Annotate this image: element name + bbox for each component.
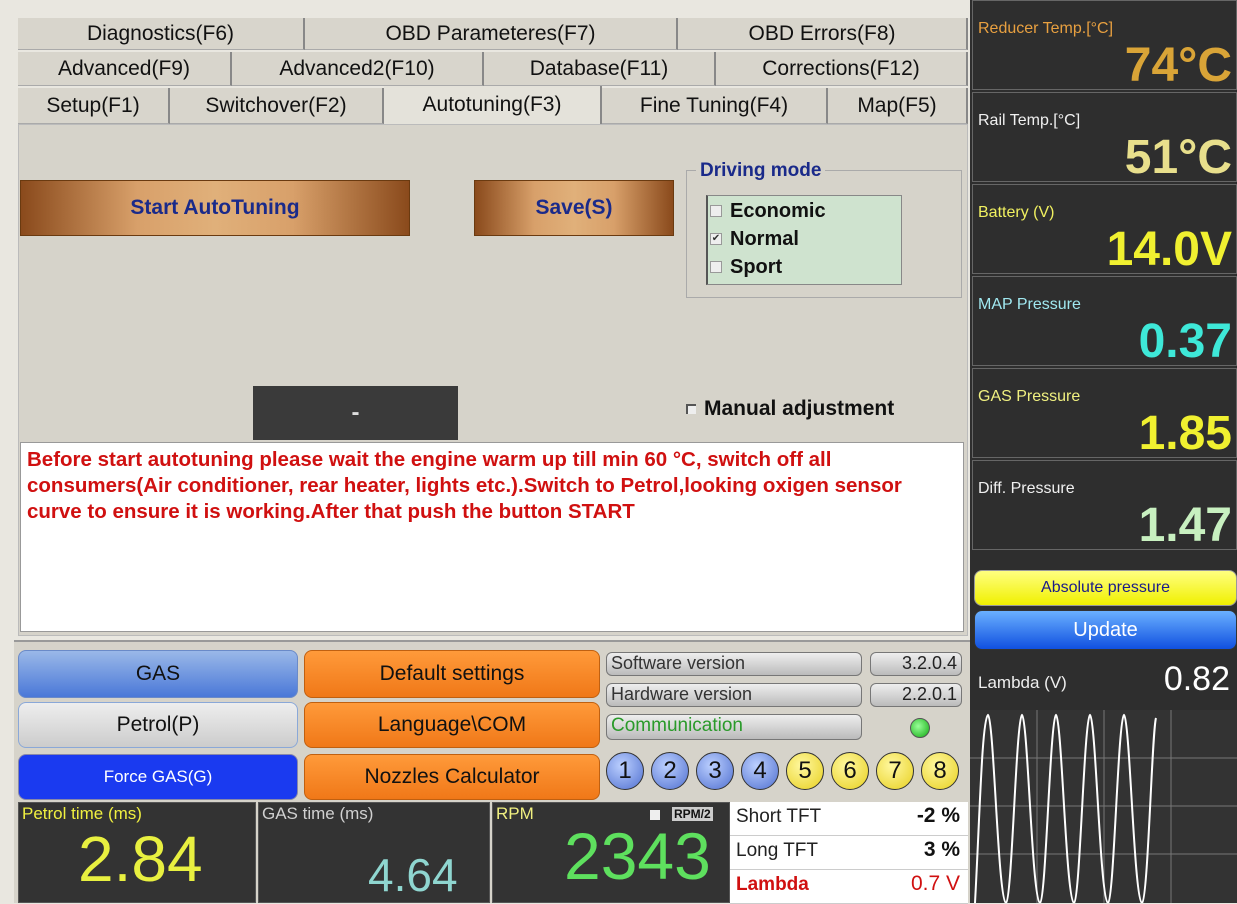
side-gauge-value: 51°C	[1124, 131, 1232, 184]
trim-value: 3 %	[923, 838, 960, 861]
tab[interactable]: OBD Parameteres(F7)	[305, 18, 678, 50]
side-gauge-value: 1.47	[1138, 499, 1232, 552]
side-gauge-value: 1.85	[1138, 407, 1232, 460]
orange-button[interactable]: Language\COM	[304, 702, 600, 748]
side-gauge-label: Battery (V)	[978, 204, 1055, 221]
tab[interactable]: Database(F11)	[484, 52, 716, 86]
lambda-label: Lambda (V)	[978, 673, 1067, 692]
gas-button[interactable]: GAS	[18, 650, 298, 698]
gauge-value: 2.84	[78, 823, 203, 895]
gauge-value: 4.64	[368, 849, 458, 901]
tab[interactable]: Autotuning(F3)	[384, 86, 602, 124]
side-gauge-label: Rail Temp.[°C]	[978, 112, 1081, 129]
driving-mode-option[interactable]: Economic	[730, 200, 826, 222]
version-value: 2.2.0.1	[870, 683, 962, 707]
gauge-label: RPM	[496, 804, 534, 823]
side-gauge	[972, 0, 1237, 90]
tab[interactable]: Diagnostics(F6)	[18, 18, 305, 50]
trim-row	[730, 836, 968, 870]
tab[interactable]: Fine Tuning(F4)	[602, 88, 828, 124]
update-button[interactable]: Update	[974, 610, 1237, 650]
checkbox[interactable]	[650, 810, 660, 820]
checkbox[interactable]	[710, 261, 722, 273]
version-label: Hardware version	[606, 683, 862, 707]
checkbox[interactable]: ✔	[710, 233, 722, 245]
tab[interactable]: Map(F5)	[828, 88, 968, 124]
side-gauge-label: Diff. Pressure	[978, 480, 1075, 497]
tab[interactable]: Setup(F1)	[18, 88, 170, 124]
start-autotuning-button[interactable]: Start AutoTuning	[20, 180, 410, 236]
trim-label: Long TFT	[736, 840, 819, 861]
save-button[interactable]: Save(S)	[474, 180, 674, 236]
gauge-label: Petrol time (ms)	[22, 804, 142, 823]
injector-indicator: 7	[876, 752, 914, 790]
rpm-half-label[interactable]: RPM/2	[672, 807, 713, 821]
trim-value: -2 %	[916, 804, 960, 827]
communication-label: Communication	[606, 714, 862, 740]
trim-row	[730, 802, 968, 836]
side-gauge-value: 14.0V	[1106, 223, 1232, 276]
side-gauge	[972, 460, 1237, 550]
tab[interactable]: Advanced2(F10)	[232, 52, 484, 86]
gauge-label: GAS time (ms)	[262, 804, 374, 823]
status-display: -	[253, 386, 458, 440]
tab[interactable]: Switchover(F2)	[170, 88, 384, 124]
version-label: Software version	[606, 652, 862, 676]
side-gauge	[972, 92, 1237, 182]
driving-mode-list	[706, 195, 902, 285]
side-gauge	[972, 184, 1237, 274]
side-gauge-value: 0.37	[1138, 315, 1232, 368]
injector-indicator: 8	[921, 752, 959, 790]
lambda-scope	[970, 710, 1237, 903]
injector-indicator: 1	[606, 752, 644, 790]
version-value: 3.2.0.4	[870, 652, 962, 676]
gauge-value: 2343	[564, 819, 711, 893]
absolute-pressure-button[interactable]: Absolute pressure	[974, 570, 1237, 606]
tab[interactable]: Corrections(F12)	[716, 52, 968, 86]
force-gas-button[interactable]: Force GAS(G)	[18, 754, 298, 800]
side-gauge-value: 74°C	[1124, 39, 1232, 92]
orange-button[interactable]: Nozzles Calculator	[304, 754, 600, 800]
injector-indicator: 3	[696, 752, 734, 790]
side-gauge-label: MAP Pressure	[978, 296, 1081, 313]
trim-label: Lambda	[736, 874, 809, 895]
checkbox[interactable]	[686, 404, 696, 414]
message-box: Before start autotuning please wait the …	[20, 442, 964, 632]
side-gauge	[972, 368, 1237, 458]
manual-adjustment-label[interactable]: Manual adjustment	[704, 397, 895, 420]
driving-mode-option[interactable]: Sport	[730, 256, 783, 278]
driving-mode-option[interactable]: Normal	[730, 228, 799, 250]
injector-indicator: 5	[786, 752, 824, 790]
side-gauge	[972, 276, 1237, 366]
side-gauge-label: Reducer Temp.[°C]	[978, 20, 1114, 37]
side-gauge-label: GAS Pressure	[978, 388, 1081, 405]
petrol-button[interactable]: Petrol(P)	[18, 702, 298, 748]
tab[interactable]: OBD Errors(F8)	[678, 18, 968, 50]
injector-indicator: 6	[831, 752, 869, 790]
tab[interactable]: Advanced(F9)	[18, 52, 232, 86]
communication-led	[910, 718, 930, 738]
trim-value: 0.7 V	[910, 872, 960, 895]
lambda-value: 0.82	[1163, 660, 1230, 698]
injector-indicator: 4	[741, 752, 779, 790]
checkbox[interactable]	[710, 205, 722, 217]
trim-label: Short TFT	[736, 806, 822, 827]
driving-mode-title: Driving mode	[696, 160, 826, 182]
injector-indicator: 2	[651, 752, 689, 790]
orange-button[interactable]: Default settings	[304, 650, 600, 698]
